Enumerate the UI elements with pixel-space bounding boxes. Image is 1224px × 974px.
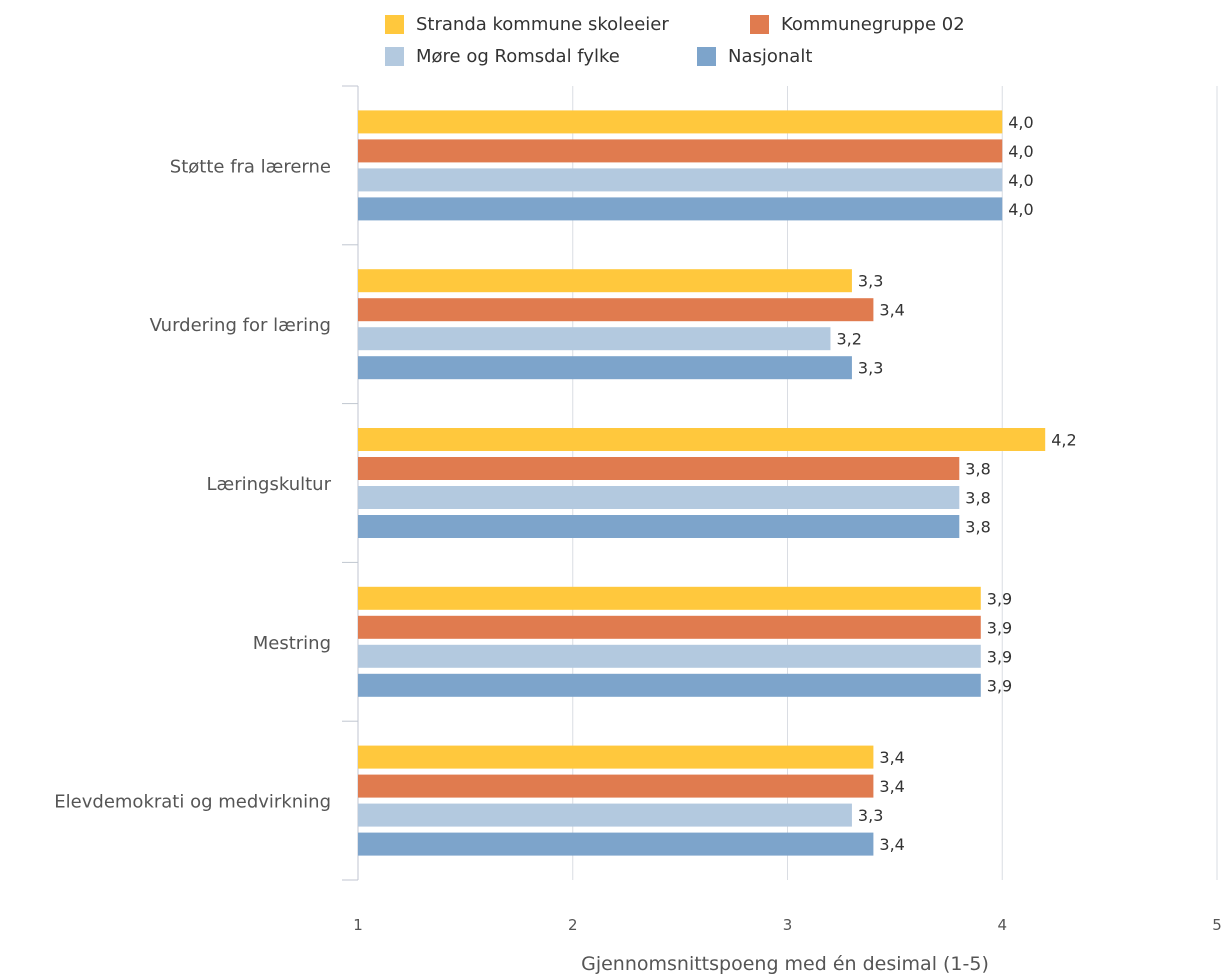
- category-label: Mestring: [253, 633, 331, 654]
- bars-group: [358, 110, 1046, 856]
- bar[interactable]: [358, 803, 852, 827]
- bar[interactable]: [358, 110, 1003, 134]
- legend-label: Møre og Romsdal fylke: [416, 46, 620, 67]
- legend-swatch: [385, 15, 404, 34]
- data-label: 3,8: [965, 489, 990, 508]
- legend-swatch: [750, 15, 769, 34]
- category-label: Læringskultur: [207, 474, 332, 495]
- category-label: Støtte fra lærerne: [170, 156, 331, 177]
- category-label: Elevdemokrati og medvirkning: [54, 792, 331, 813]
- bar[interactable]: [358, 515, 960, 538]
- x-tick-label: 3: [783, 916, 793, 934]
- data-label: 4,0: [1008, 142, 1033, 161]
- bar[interactable]: [358, 197, 1003, 221]
- legend-label: Kommunegruppe 02: [781, 14, 965, 35]
- data-label: 4,2: [1051, 431, 1076, 450]
- bar[interactable]: [358, 269, 852, 293]
- legend-item[interactable]: Stranda kommune skoleeier: [385, 14, 669, 35]
- bar[interactable]: [358, 774, 874, 798]
- value-labels: 4,0 4,0 4,0 4,0 3,3 3,4 3,2 3,3 4,2 3,8 3,8 3,8 3,9 3…: [836, 113, 1076, 854]
- bar[interactable]: [358, 327, 831, 351]
- bar[interactable]: [358, 586, 981, 610]
- data-label: 3,3: [858, 272, 883, 291]
- x-axis-title: Gjennomsnittspoeng med én desimal (1-5): [581, 953, 989, 974]
- bar[interactable]: [358, 745, 874, 769]
- data-label: 3,9: [987, 589, 1012, 608]
- data-label: 3,9: [987, 618, 1012, 637]
- x-tick-label: 5: [1212, 916, 1222, 934]
- data-label: 3,4: [879, 748, 904, 767]
- legend-label: Stranda kommune skoleeier: [416, 14, 669, 35]
- data-label: 3,2: [836, 330, 861, 349]
- bar[interactable]: [358, 428, 1046, 451]
- legend-swatch: [697, 47, 716, 66]
- category-labels: Støtte fra lærerne Vurdering for læring Læ…: [54, 156, 331, 812]
- data-label: 4,0: [1008, 171, 1033, 190]
- x-tick-label: 4: [997, 916, 1007, 934]
- bar[interactable]: [358, 832, 874, 856]
- bar[interactable]: [358, 486, 960, 509]
- x-tick-labels: 1 2 3 4 5: [353, 916, 1222, 934]
- bar[interactable]: [358, 356, 852, 380]
- bar[interactable]: [358, 673, 981, 697]
- bar[interactable]: [358, 139, 1003, 163]
- data-label: 3,8: [965, 460, 990, 479]
- legend-item[interactable]: Møre og Romsdal fylke: [385, 46, 620, 67]
- data-label: 4,0: [1008, 113, 1033, 132]
- data-label: 3,4: [879, 835, 904, 854]
- bar[interactable]: [358, 168, 1003, 192]
- legend-swatch: [385, 47, 404, 66]
- bar[interactable]: [358, 457, 960, 480]
- bar[interactable]: [358, 615, 981, 639]
- data-label: 4,0: [1008, 200, 1033, 219]
- legend-item[interactable]: Kommunegruppe 02: [750, 14, 965, 35]
- data-label: 3,4: [879, 301, 904, 320]
- data-label: 3,3: [858, 359, 883, 378]
- category-axis: [342, 85, 359, 881]
- x-tick-label: 1: [353, 916, 363, 934]
- data-label: 3,9: [987, 647, 1012, 666]
- bar[interactable]: [358, 298, 874, 322]
- data-label: 3,4: [879, 777, 904, 796]
- data-label: 3,8: [965, 518, 990, 537]
- bar[interactable]: [358, 644, 981, 668]
- data-label: 3,3: [858, 806, 883, 825]
- data-label: 3,9: [987, 676, 1012, 695]
- legend-label: Nasjonalt: [728, 46, 813, 67]
- category-label: Vurdering for læring: [150, 315, 331, 336]
- x-tick-label: 2: [568, 916, 578, 934]
- legend-item[interactable]: Nasjonalt: [697, 46, 812, 67]
